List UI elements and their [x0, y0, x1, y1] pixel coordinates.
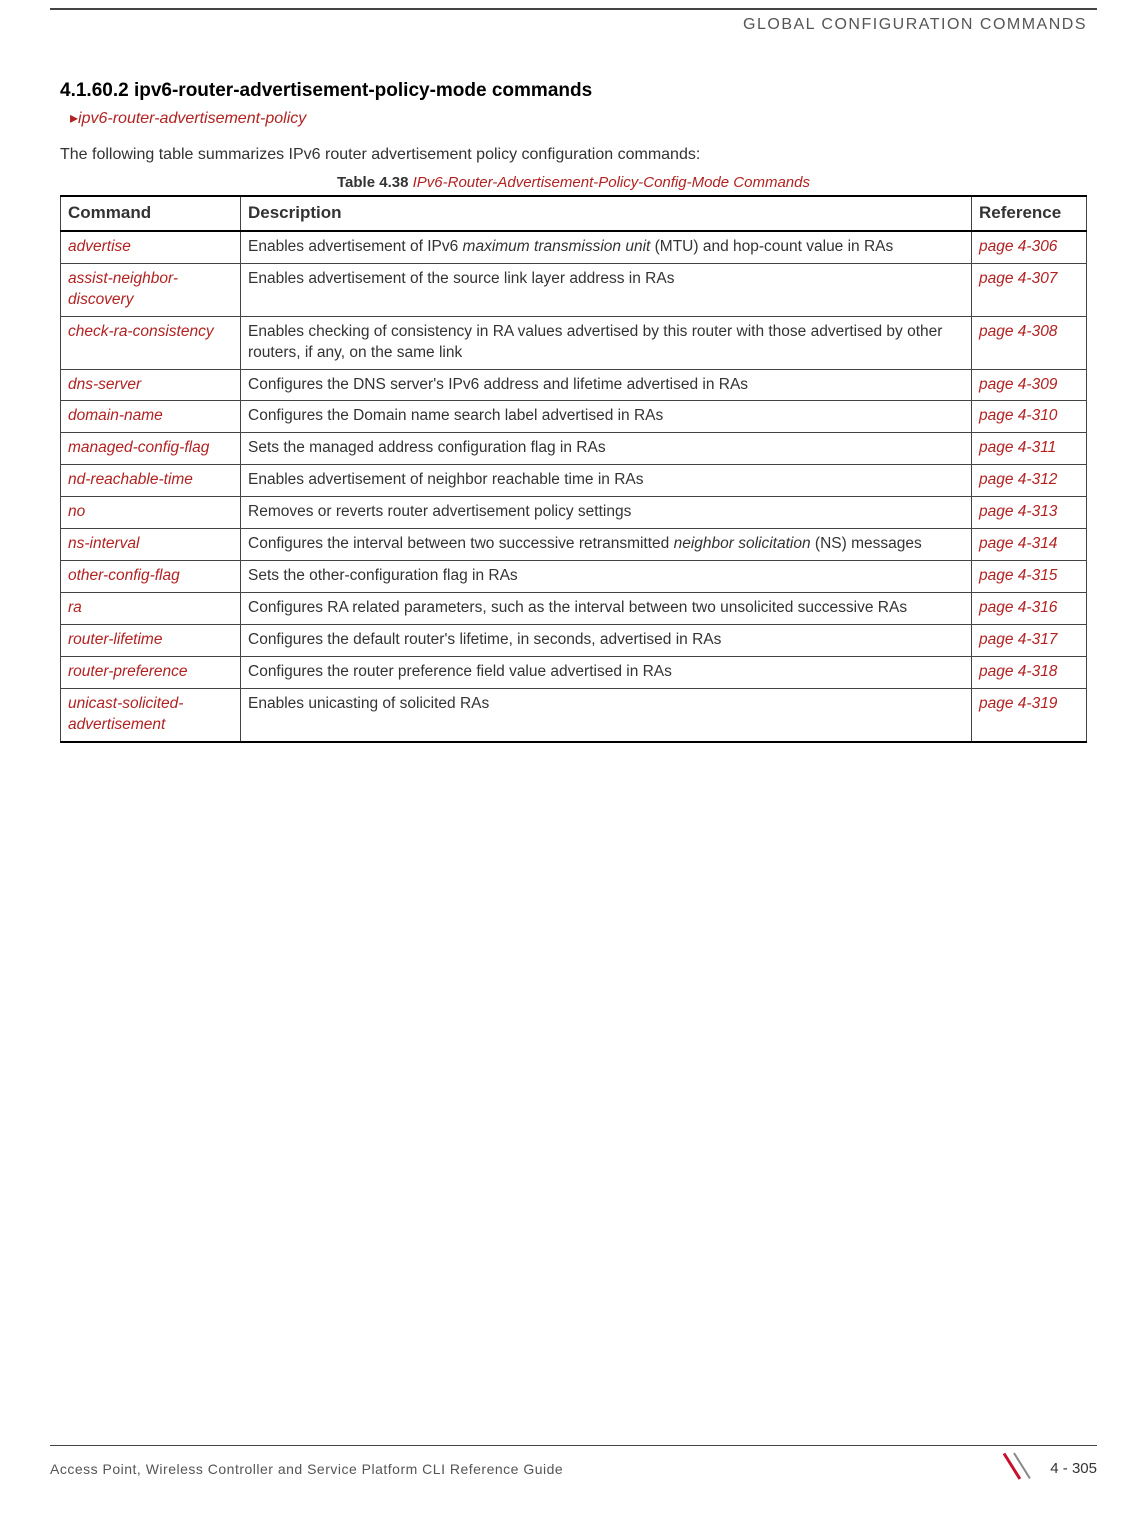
reference-cell[interactable]: page 4-312 — [972, 465, 1087, 497]
table-row: unicast-solicited-advertisementEnables u… — [61, 688, 1087, 741]
table-row: domain-nameConfigures the Domain name se… — [61, 401, 1087, 433]
breadcrumb-text: ipv6-router-advertisement-policy — [78, 110, 306, 127]
table-row: nd-reachable-timeEnables advertisement o… — [61, 465, 1087, 497]
table-caption-label: Table 4.38 — [337, 174, 408, 191]
table-row: assist-neighbor-discoveryEnables adverti… — [61, 263, 1087, 316]
footer-rule — [50, 1445, 1097, 1446]
breadcrumb[interactable]: ▸ipv6-router-advertisement-policy — [70, 108, 1087, 128]
table-row: other-config-flagSets the other-configur… — [61, 561, 1087, 593]
reference-cell[interactable]: page 4-313 — [972, 497, 1087, 529]
command-cell[interactable]: advertise — [61, 231, 241, 263]
header-title: GLOBAL CONFIGURATION COMMANDS — [743, 16, 1087, 34]
table-row: advertiseEnables advertisement of IPv6 m… — [61, 231, 1087, 263]
reference-cell[interactable]: page 4-318 — [972, 656, 1087, 688]
table-caption-title: IPv6-Router-Advertisement-Policy-Config-… — [413, 174, 810, 191]
command-cell[interactable]: nd-reachable-time — [61, 465, 241, 497]
description-cell: Configures the Domain name search label … — [241, 401, 972, 433]
description-cell: Sets the managed address configuration f… — [241, 433, 972, 465]
section-heading: 4.1.60.2 ipv6-router-advertisement-polic… — [60, 80, 1087, 102]
reference-cell[interactable]: page 4-309 — [972, 369, 1087, 401]
command-cell[interactable]: check-ra-consistency — [61, 316, 241, 369]
table-row: ns-intervalConfigures the interval betwe… — [61, 529, 1087, 561]
table-caption: Table 4.38 IPv6-Router-Advertisement-Pol… — [60, 174, 1087, 191]
description-cell: Enables unicasting of solicited RAs — [241, 688, 972, 741]
command-cell[interactable]: unicast-solicited-advertisement — [61, 688, 241, 741]
command-cell[interactable]: dns-server — [61, 369, 241, 401]
description-cell: Configures the default router's lifetime… — [241, 624, 972, 656]
table-row: managed-config-flagSets the managed addr… — [61, 433, 1087, 465]
table-row: dns-serverConfigures the DNS server's IP… — [61, 369, 1087, 401]
reference-cell[interactable]: page 4-308 — [972, 316, 1087, 369]
description-cell: Enables advertisement of IPv6 maximum tr… — [241, 231, 972, 263]
table-row: raConfigures RA related parameters, such… — [61, 593, 1087, 625]
description-cell: Configures the DNS server's IPv6 address… — [241, 369, 972, 401]
command-cell[interactable]: no — [61, 497, 241, 529]
section-number: 4.1.60.2 — [60, 80, 129, 101]
page-content: 4.1.60.2 ipv6-router-advertisement-polic… — [60, 80, 1087, 743]
table-row: router-lifetimeConfigures the default ro… — [61, 624, 1087, 656]
description-cell: Removes or reverts router advertisement … — [241, 497, 972, 529]
command-cell[interactable]: domain-name — [61, 401, 241, 433]
description-cell: Enables checking of consistency in RA va… — [241, 316, 972, 369]
command-cell[interactable]: router-preference — [61, 656, 241, 688]
description-cell: Configures RA related parameters, such a… — [241, 593, 972, 625]
reference-cell[interactable]: page 4-317 — [972, 624, 1087, 656]
footer-text: Access Point, Wireless Controller and Se… — [50, 1461, 563, 1477]
command-cell[interactable]: other-config-flag — [61, 561, 241, 593]
breadcrumb-arrow-icon: ▸ — [70, 110, 78, 127]
page-number: 4 - 305 — [1050, 1460, 1097, 1477]
reference-cell[interactable]: page 4-310 — [972, 401, 1087, 433]
command-cell[interactable]: router-lifetime — [61, 624, 241, 656]
reference-cell[interactable]: page 4-306 — [972, 231, 1087, 263]
reference-cell[interactable]: page 4-307 — [972, 263, 1087, 316]
page-number-block: 4 - 305 — [996, 1456, 1097, 1482]
intro-text: The following table summarizes IPv6 rout… — [60, 146, 1087, 164]
table-body: advertiseEnables advertisement of IPv6 m… — [61, 231, 1087, 742]
reference-cell[interactable]: page 4-316 — [972, 593, 1087, 625]
description-cell: Configures the router preference field v… — [241, 656, 972, 688]
table-row: noRemoves or reverts router advertisemen… — [61, 497, 1087, 529]
command-cell[interactable]: ra — [61, 593, 241, 625]
table-row: check-ra-consistencyEnables checking of … — [61, 316, 1087, 369]
description-cell: Configures the interval between two succ… — [241, 529, 972, 561]
reference-cell[interactable]: page 4-319 — [972, 688, 1087, 741]
command-cell[interactable]: ns-interval — [61, 529, 241, 561]
header-rule — [50, 8, 1097, 10]
description-cell: Enables advertisement of the source link… — [241, 263, 972, 316]
section-title: ipv6-router-advertisement-policy-mode co… — [134, 80, 592, 101]
th-description: Description — [241, 196, 972, 231]
commands-table: Command Description Reference advertiseE… — [60, 195, 1087, 743]
th-reference: Reference — [972, 196, 1087, 231]
th-command: Command — [61, 196, 241, 231]
description-cell: Sets the other-configuration flag in RAs — [241, 561, 972, 593]
reference-cell[interactable]: page 4-311 — [972, 433, 1087, 465]
table-row: router-preferenceConfigures the router p… — [61, 656, 1087, 688]
command-cell[interactable]: managed-config-flag — [61, 433, 241, 465]
description-cell: Enables advertisement of neighbor reacha… — [241, 465, 972, 497]
reference-cell[interactable]: page 4-314 — [972, 529, 1087, 561]
table-header-row: Command Description Reference — [61, 196, 1087, 231]
reference-cell[interactable]: page 4-315 — [972, 561, 1087, 593]
command-cell[interactable]: assist-neighbor-discovery — [61, 263, 241, 316]
page-footer: Access Point, Wireless Controller and Se… — [50, 1445, 1097, 1485]
slash-icon — [996, 1456, 1036, 1482]
